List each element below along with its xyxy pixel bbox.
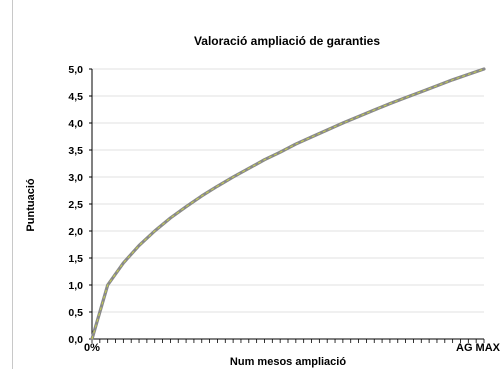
y-tick-label: 3,5 — [68, 145, 83, 157]
x-minor-ticks — [91, 339, 485, 343]
y-axis-ticks: 0,0 0,5 1,0 1,5 2,0 2,5 3,0 3,5 4,0 4,5 5,0 — [68, 64, 92, 346]
y-tick-label: 4,0 — [68, 118, 83, 130]
y-tick-label: 0,5 — [68, 307, 83, 319]
chart-title: Valoració ampliació de garanties — [194, 34, 380, 48]
grid — [92, 68, 484, 313]
y-tick-label: 1,5 — [68, 253, 83, 265]
series-line-dash — [91, 68, 485, 340]
series-group — [90, 67, 486, 341]
left-border — [12, 0, 13, 369]
y-axis-label: Puntuació — [25, 178, 37, 231]
y-tick-label: 5,0 — [68, 64, 83, 76]
y-tick-label: 4,5 — [68, 91, 83, 103]
y-tick-label: 2,5 — [68, 199, 83, 211]
x-axis-label: Num mesos ampliació — [230, 356, 346, 368]
y-tick-label: 3,0 — [68, 172, 83, 184]
y-tick-label: 2,0 — [68, 226, 83, 238]
x-tick-last: AG MAX — [456, 342, 501, 354]
x-tick-first: 0% — [84, 342, 100, 354]
y-tick-label: 0,0 — [68, 334, 83, 346]
y-tick-label: 1,0 — [68, 280, 83, 292]
